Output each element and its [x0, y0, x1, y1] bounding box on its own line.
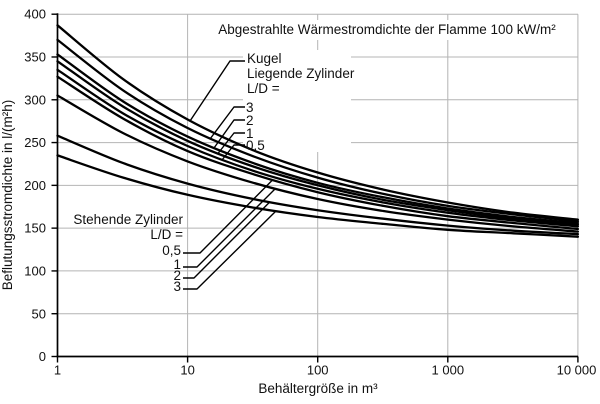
- label-stehende: Stehende Zylinder: [73, 212, 183, 227]
- y-tick-0: 0: [39, 349, 46, 364]
- leader-liegende-ld-2: [213, 119, 245, 149]
- x-axis-label: Behältergröße in m³: [258, 381, 378, 396]
- leader-liegende-ld-05: [221, 144, 245, 161]
- y-tick-350: 350: [24, 50, 46, 65]
- label-liegende-ld-1: 1: [246, 126, 254, 141]
- y-tick-100: 100: [24, 264, 46, 279]
- curve-stehende-zylinder-l-d-1: [56, 94, 580, 233]
- leader-layer: [183, 60, 277, 290]
- leader-stehende-ld-05: [183, 180, 273, 254]
- y-tick-400: 400: [24, 7, 46, 22]
- label-stehende-ld-05: 0,5: [162, 243, 181, 258]
- curve-liegende-zylinder-l-d-1: [56, 60, 580, 226]
- leader-liegende-ld-1: [217, 132, 245, 154]
- label-ld-bottom: L/D =: [150, 227, 183, 242]
- label-kugel: Kugel: [247, 51, 282, 66]
- label-liegende: Liegende Zylinder: [247, 66, 355, 81]
- leader-stehende-ld-3: [183, 210, 277, 290]
- x-tick-10: 10: [180, 363, 194, 378]
- x-tick-100: 100: [307, 363, 329, 378]
- x-tick-10000: 10 000: [557, 363, 597, 378]
- x-tick-1000: 1 000: [432, 363, 465, 378]
- label-liegende-ld-2: 2: [246, 113, 254, 128]
- title-mask: [222, 20, 552, 40]
- x-tick-1: 1: [54, 363, 61, 378]
- y-tick-150: 150: [24, 221, 46, 236]
- leader-liegende-ld-3: [209, 106, 245, 140]
- curve-stehende-zylinder-l-d-2: [56, 134, 580, 236]
- y-tick-50: 50: [32, 306, 46, 321]
- curves-layer: [56, 24, 580, 238]
- chart-title: Abgestrahlte Wärmestromdichte der Flamme…: [218, 22, 556, 37]
- curve-liegende-zylinder-l-d-2: [56, 53, 580, 225]
- curve-stehende-zylinder-l-d-3: [56, 154, 580, 238]
- curve-kugel: [56, 24, 580, 221]
- label-liegende-ld-3: 3: [246, 100, 254, 115]
- y-tick-200: 200: [24, 178, 46, 193]
- annotation-mask: [243, 50, 351, 152]
- label-stehende-ld-3: 3: [173, 279, 181, 294]
- curve-liegende-zylinder-l-d-0-5: [56, 68, 580, 228]
- curve-liegende-zylinder-l-d-3: [56, 38, 580, 223]
- y-axis-label: Beflutungsstromdichte in l/(m²h): [0, 100, 15, 291]
- label-stehende-ld-1: 1: [173, 257, 181, 272]
- curve-stehende-zylinder-l-d-0-5: [56, 75, 580, 231]
- leader-stehende-ld-1: [183, 188, 276, 268]
- label-ld-top: L/D =: [247, 81, 280, 96]
- y-tick-300: 300: [24, 92, 46, 107]
- leader-kugel: [189, 60, 245, 122]
- leader-stehende-ld-2: [183, 201, 270, 279]
- label-liegende-ld-05: 0,5: [246, 138, 265, 153]
- y-tick-250: 250: [24, 135, 46, 150]
- label-stehende-ld-2: 2: [173, 268, 181, 283]
